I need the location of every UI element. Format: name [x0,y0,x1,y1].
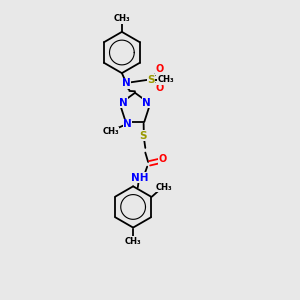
Text: S: S [140,131,147,141]
Text: N: N [123,119,132,130]
Text: N: N [119,98,128,108]
Text: CH₃: CH₃ [102,128,119,136]
Text: O: O [155,64,164,74]
Text: CH₃: CH₃ [158,75,174,84]
Text: S: S [147,75,155,85]
Text: CH₃: CH₃ [156,183,172,192]
Text: N: N [122,78,131,88]
Text: N: N [142,98,151,108]
Text: CH₃: CH₃ [125,237,141,246]
Text: NH: NH [131,173,148,183]
Text: CH₃: CH₃ [114,14,130,23]
Text: O: O [158,154,166,164]
Text: O: O [155,83,164,93]
